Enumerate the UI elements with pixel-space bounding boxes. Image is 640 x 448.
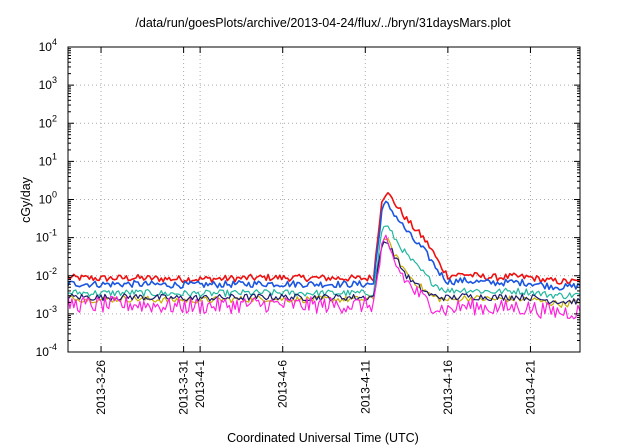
series-line <box>67 241 581 305</box>
y-tick-base: 10 <box>39 40 53 54</box>
y-tick-base: 10 <box>36 345 50 359</box>
x-tick-label: 2013-4-21 <box>523 360 537 415</box>
y-tick-label: 10-2 <box>36 266 57 283</box>
y-tick-exponent: 0 <box>52 190 57 200</box>
y-tick-base: 10 <box>39 78 53 92</box>
y-tick-label: 10-3 <box>36 304 57 321</box>
series-line <box>67 238 581 308</box>
y-tick-label: 100 <box>39 190 57 207</box>
y-tick-exponent: 4 <box>52 37 57 47</box>
x-tick-label: 2013-4-6 <box>276 360 290 408</box>
x-tick-label: 2013-3-26 <box>94 360 108 415</box>
series-line <box>67 200 581 291</box>
y-tick-base: 10 <box>36 269 50 283</box>
y-tick-label: 102 <box>39 113 57 130</box>
y-tick-base: 10 <box>39 193 53 207</box>
y-tick-exponent: -1 <box>49 228 57 238</box>
chart-title: /data/run/goesPlots/archive/2013-04-24/f… <box>135 16 511 30</box>
y-tick-exponent: -2 <box>49 266 57 276</box>
y-tick-label: 10-1 <box>36 228 57 245</box>
series-line <box>67 192 581 285</box>
x-axis-label: Coordinated Universal Time (UTC) <box>227 431 419 445</box>
y-tick-label: 10-4 <box>36 342 57 359</box>
series-line <box>67 225 581 300</box>
plot-series <box>67 192 581 320</box>
x-tick-label: 2013-4-11 <box>358 360 372 414</box>
y-tick-exponent: 1 <box>52 151 57 161</box>
y-tick-base: 10 <box>36 307 50 321</box>
y-tick-label: 104 <box>39 37 57 54</box>
y-tick-base: 10 <box>39 154 53 168</box>
y-tick-exponent: 2 <box>52 113 57 123</box>
y-tick-base: 10 <box>39 116 53 130</box>
y-tick-exponent: 3 <box>52 75 57 85</box>
y-tick-exponent: -3 <box>49 304 57 314</box>
x-tick-label: 2013-3-31 <box>177 360 191 415</box>
x-tick-label: 2013-4-16 <box>441 360 455 415</box>
x-axis: 2013-3-26 2013-3-31 2013-4-1 2013-4-6 2013-4… <box>94 47 537 415</box>
y-tick-base: 10 <box>36 231 50 245</box>
y-axis-label: cGy/day <box>19 176 33 223</box>
x-tick-label: 2013-4-1 <box>193 360 207 408</box>
y-tick-exponent: -4 <box>49 342 57 352</box>
y-tick-label: 103 <box>39 75 57 92</box>
y-tick-label: 101 <box>39 151 57 168</box>
series-line <box>67 234 581 320</box>
